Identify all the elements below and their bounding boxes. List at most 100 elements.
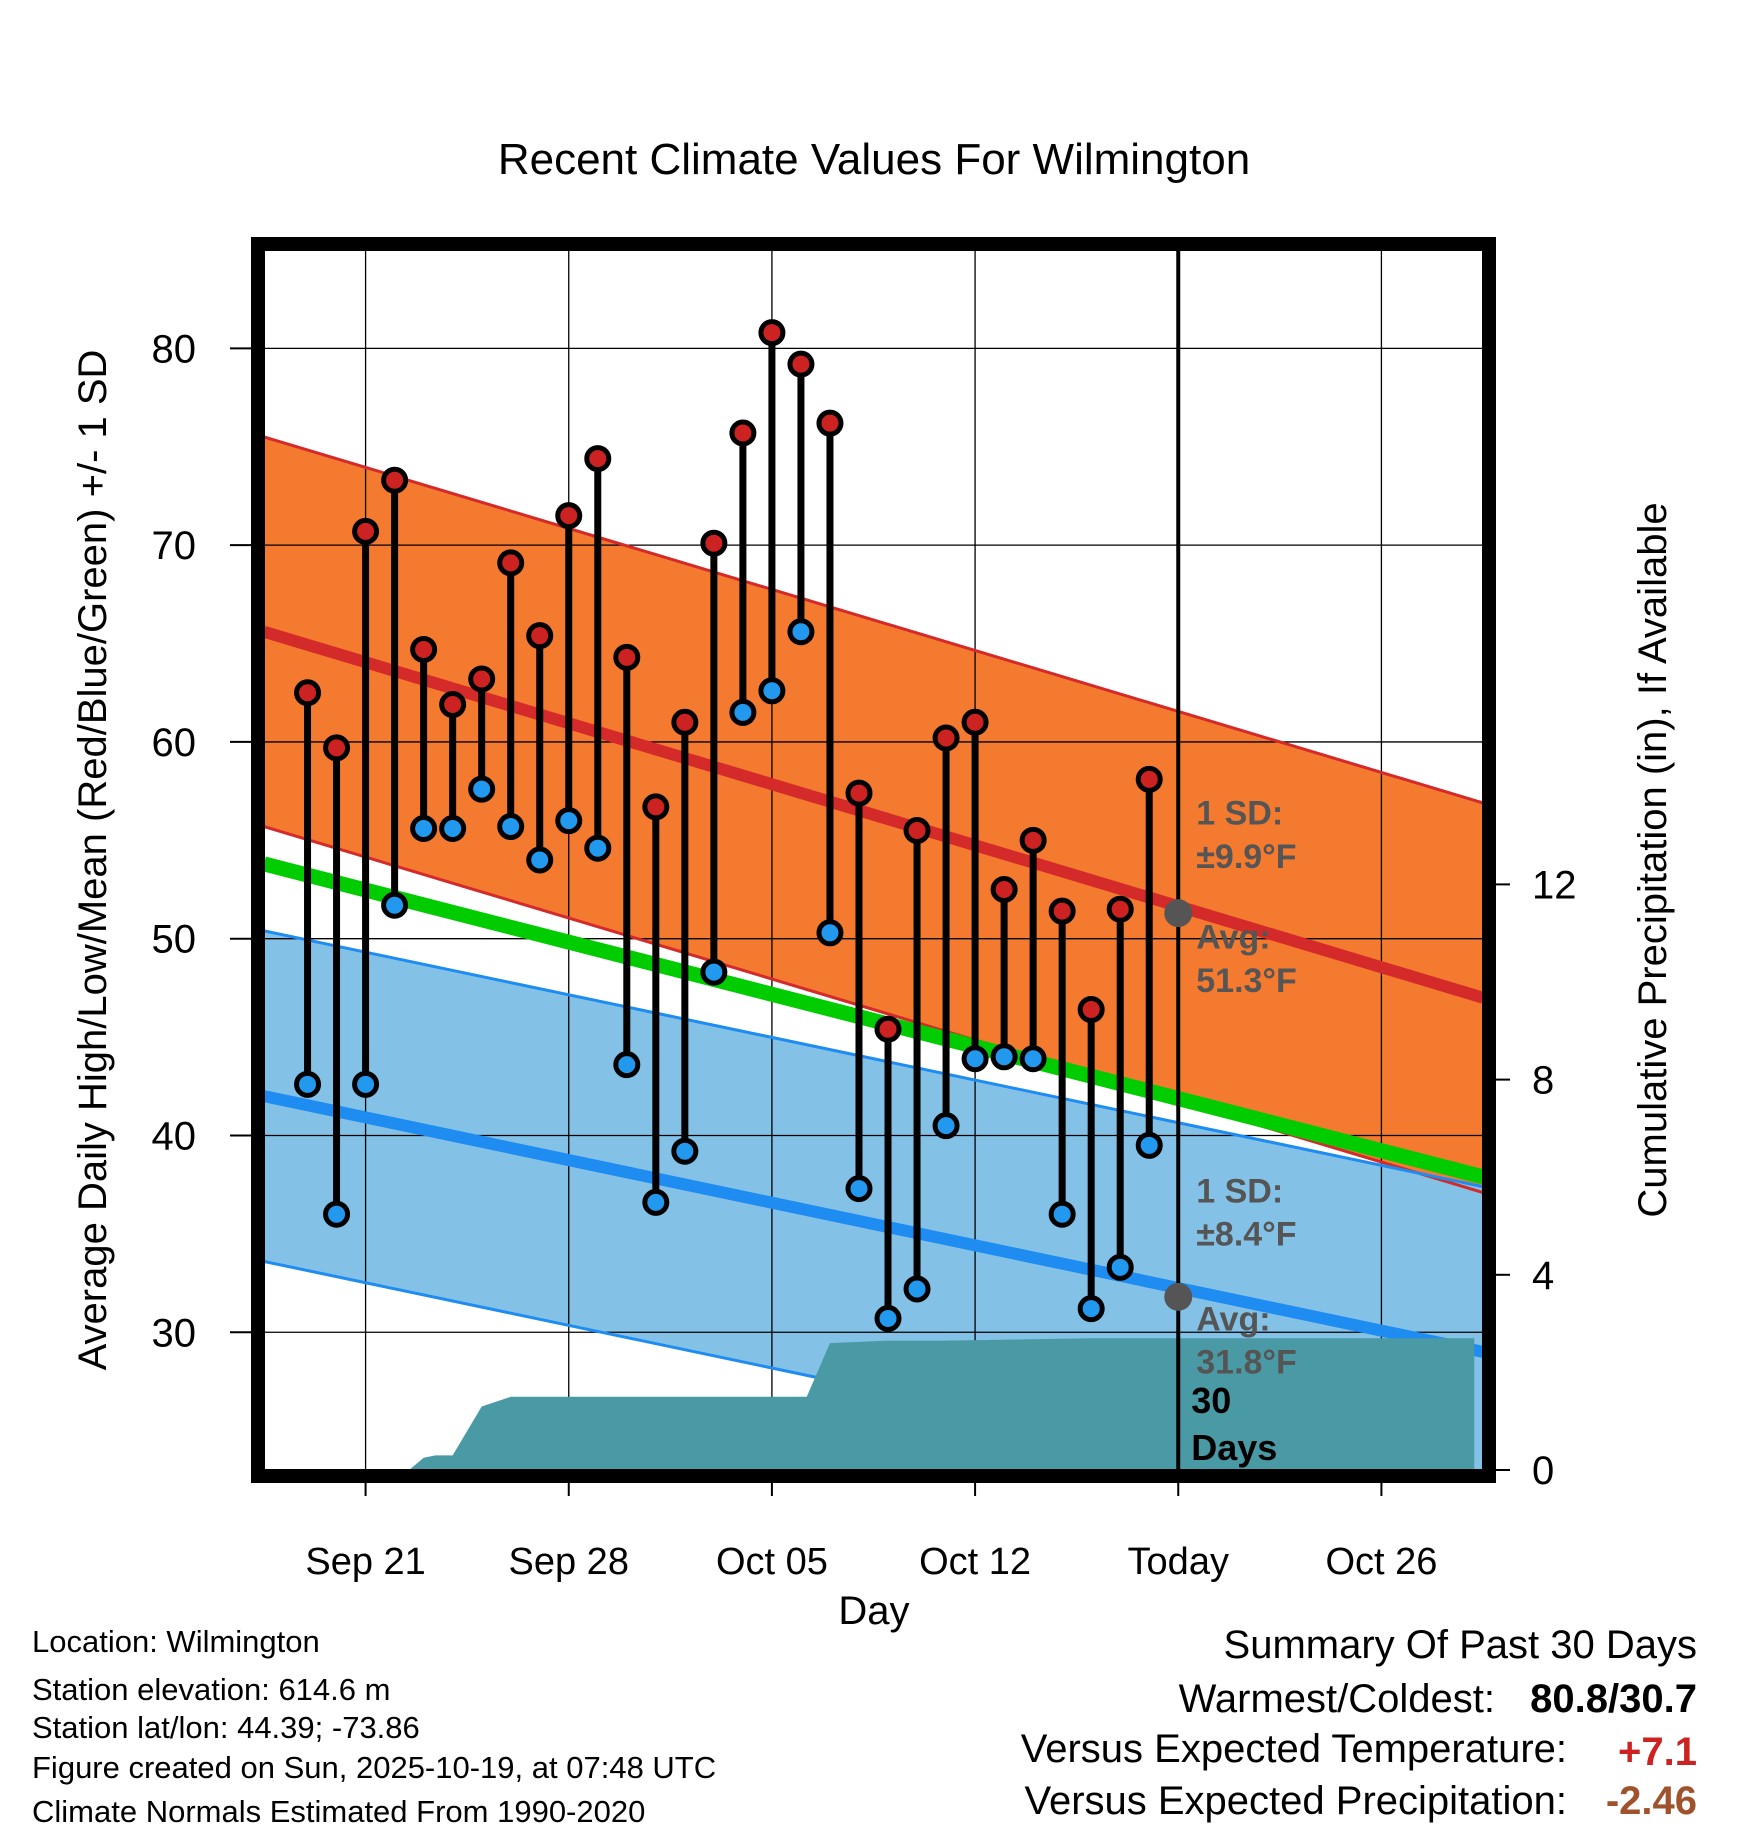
daily-low-point <box>1048 1200 1076 1228</box>
high-avg-label: Avg: <box>1196 919 1270 957</box>
daily-high-point <box>932 724 960 752</box>
summary-warmest-label: Warmest/Coldest: <box>1179 1677 1495 1721</box>
low-sd-value: ±8.4°F <box>1196 1216 1296 1254</box>
daily-high-point <box>613 643 641 671</box>
high-sd-label: 1 SD: <box>1196 795 1283 833</box>
y2-tick-label: 12 <box>1532 863 1577 907</box>
daily-low-point <box>932 1112 960 1140</box>
daily-low-point <box>990 1043 1018 1071</box>
daily-high-point <box>642 793 670 821</box>
daily-low-point <box>700 958 728 986</box>
x-tick-label: Oct 05 <box>716 1541 828 1583</box>
y-tick-label: 40 <box>152 1114 197 1158</box>
normal-low-line <box>264 1090 1483 1358</box>
daily-high-point <box>903 816 931 844</box>
station-info: Location: Wilmington Station elevation: … <box>32 1624 716 1828</box>
x-tick-label: Today <box>1128 1541 1229 1583</box>
summary-panel: Summary Of Past 30 Days Warmest/Coldest:… <box>1021 1623 1697 1823</box>
daily-low-point <box>1077 1295 1105 1323</box>
daily-high-point <box>758 319 786 347</box>
high-sd-upper-line <box>264 435 1483 805</box>
low-sd-label: 1 SD: <box>1196 1172 1283 1210</box>
y-tick-label: 30 <box>152 1311 197 1355</box>
daily-low-point <box>526 846 554 874</box>
daily-low-point <box>874 1304 902 1332</box>
high-sd-value: ±9.9°F <box>1196 838 1296 876</box>
daily-low-point <box>787 618 815 646</box>
daily-low-point <box>729 698 757 726</box>
daily-low-point <box>323 1200 351 1228</box>
daily-low-point <box>497 813 525 841</box>
info-created: Figure created on Sun, 2025-10-19, at 07… <box>32 1750 716 1785</box>
summary-temp-value: +7.1 <box>1618 1730 1697 1774</box>
daily-low-point <box>555 807 583 835</box>
normal-high-line <box>264 625 1483 1004</box>
daily-low-point <box>758 677 786 705</box>
info-elevation: Station elevation: 614.6 m <box>32 1672 390 1707</box>
daily-high-point <box>1077 996 1105 1024</box>
daily-high-point <box>381 466 409 494</box>
y-tick-label: 50 <box>152 918 197 962</box>
daily-low-point <box>816 919 844 947</box>
daily-low-point <box>845 1175 873 1203</box>
low-avg-value: 31.8°F <box>1196 1344 1297 1382</box>
precipitation-area <box>409 1338 1475 1470</box>
daily-low-point <box>1135 1131 1163 1159</box>
x-axis-label: Day <box>838 1589 909 1633</box>
summary-precip-label: Versus Expected Precipitation: <box>1024 1779 1567 1823</box>
daily-high-point <box>1135 765 1163 793</box>
daily-low-point <box>1019 1045 1047 1073</box>
daily-high-point <box>729 419 757 447</box>
daily-high-point <box>671 708 699 736</box>
y2-tick-label: 8 <box>1532 1059 1554 1103</box>
y-tick-label: 60 <box>152 721 197 765</box>
high-avg-value: 51.3°F <box>1196 962 1297 1000</box>
daily-high-point <box>439 691 467 719</box>
y-tick-label: 70 <box>152 524 197 568</box>
summary-warmest-value: 80.8/30.7 <box>1530 1677 1697 1721</box>
daily-low-point <box>961 1045 989 1073</box>
daily-low-point <box>439 815 467 843</box>
summary-precip-value: -2.46 <box>1606 1779 1697 1823</box>
info-normals: Climate Normals Estimated From 1990-2020 <box>32 1794 645 1828</box>
info-location: Location: Wilmington <box>32 1624 320 1659</box>
y2-tick-label: 4 <box>1532 1254 1554 1298</box>
y-tick-label: 80 <box>152 327 197 371</box>
daily-low-point <box>1106 1253 1134 1281</box>
chart-title: Recent Climate Values For Wilmington <box>498 135 1250 184</box>
daily-high-point <box>555 502 583 530</box>
x-tick-label: Oct 26 <box>1325 1541 1437 1583</box>
daily-low-point <box>294 1070 322 1098</box>
info-latlon: Station lat/lon: 44.39; -73.86 <box>32 1710 420 1745</box>
high-today-avg-marker <box>1164 899 1193 928</box>
daily-high-point <box>845 779 873 807</box>
daily-high-point <box>352 517 380 545</box>
daily-high-point <box>294 679 322 707</box>
daily-high-point <box>323 734 351 762</box>
daily-low-point <box>410 815 438 843</box>
low-sd-upper-line <box>264 929 1483 1189</box>
low-today-avg-marker <box>1164 1282 1193 1311</box>
daily-high-point <box>497 549 525 577</box>
y2-tick-label: 0 <box>1532 1449 1554 1493</box>
daily-low-point <box>584 834 612 862</box>
summary-temp-label: Versus Expected Temperature: <box>1021 1727 1567 1771</box>
daily-low-point <box>671 1137 699 1165</box>
y2-axis-label: Cumulative Precipitation (in), If Availa… <box>1631 502 1675 1217</box>
daily-high-point <box>787 350 815 378</box>
normal-mean-line <box>264 856 1483 1185</box>
daily-low-point <box>381 891 409 919</box>
daily-high-point <box>1048 897 1076 925</box>
daily-high-point <box>961 708 989 736</box>
days-count-label: 30 <box>1191 1380 1231 1421</box>
daily-low-point <box>352 1070 380 1098</box>
daily-high-point <box>700 529 728 557</box>
x-tick-label: Sep 21 <box>305 1541 425 1583</box>
daily-high-point <box>468 665 496 693</box>
daily-high-point <box>990 876 1018 904</box>
summary-title: Summary Of Past 30 Days <box>1224 1623 1697 1667</box>
daily-high-point <box>410 635 438 663</box>
daily-high-point <box>584 445 612 473</box>
x-tick-label: Sep 28 <box>509 1541 629 1583</box>
daily-low-point <box>642 1188 670 1216</box>
